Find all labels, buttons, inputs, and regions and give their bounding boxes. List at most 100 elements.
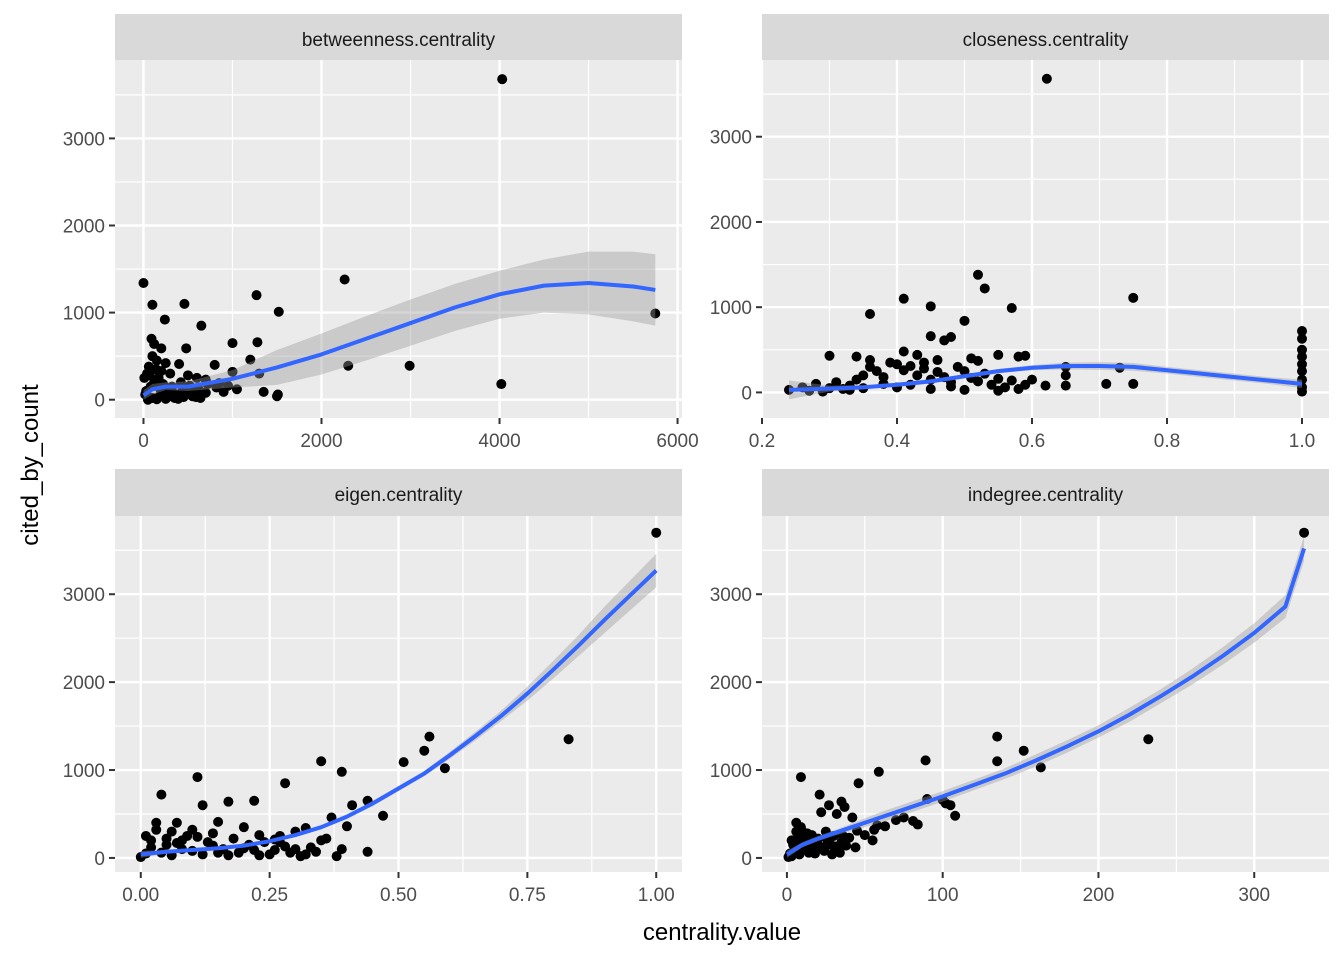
data-point bbox=[925, 301, 936, 312]
data-point bbox=[166, 826, 177, 837]
data-point bbox=[347, 800, 358, 811]
data-point bbox=[424, 731, 435, 742]
data-point bbox=[959, 384, 970, 395]
data-point bbox=[254, 830, 265, 841]
x-tick-label: 6000 bbox=[656, 431, 698, 452]
data-point bbox=[290, 844, 301, 855]
data-point bbox=[316, 756, 327, 767]
data-point bbox=[945, 800, 956, 811]
facet-strip-label: closeness.centrality bbox=[963, 30, 1129, 51]
data-point bbox=[950, 810, 961, 821]
data-point bbox=[159, 314, 170, 325]
data-point bbox=[316, 835, 327, 846]
facet-strip-label: indegree.centrality bbox=[968, 485, 1124, 506]
data-point bbox=[331, 851, 342, 862]
y-tick-label: 2000 bbox=[63, 673, 105, 694]
data-point bbox=[144, 370, 155, 381]
data-point bbox=[1297, 366, 1307, 377]
data-point bbox=[912, 370, 923, 381]
data-point bbox=[140, 830, 151, 841]
data-point bbox=[859, 830, 870, 841]
data-point bbox=[245, 354, 256, 365]
smooth-line bbox=[788, 364, 1303, 392]
data-point bbox=[1018, 745, 1029, 756]
data-point bbox=[311, 846, 322, 857]
panel-background bbox=[762, 516, 1329, 872]
x-tick-label: 0.4 bbox=[884, 431, 911, 452]
data-point bbox=[191, 372, 202, 383]
x-tick-label: 4000 bbox=[478, 431, 520, 452]
data-point bbox=[161, 833, 172, 844]
data-point bbox=[227, 366, 238, 377]
data-point bbox=[192, 772, 203, 783]
data-point bbox=[898, 293, 909, 304]
data-point bbox=[993, 385, 1004, 396]
data-point bbox=[1040, 380, 1051, 391]
data-point bbox=[341, 821, 352, 832]
data-point bbox=[993, 373, 1004, 384]
data-point bbox=[195, 392, 206, 403]
data-point bbox=[973, 355, 983, 366]
x-tick-label: 100 bbox=[927, 885, 959, 906]
data-point bbox=[831, 377, 842, 388]
data-point bbox=[892, 359, 902, 370]
plot-area bbox=[783, 527, 1310, 863]
data-point bbox=[890, 815, 901, 826]
data-point bbox=[343, 360, 354, 371]
data-point bbox=[378, 810, 389, 821]
plot-area bbox=[135, 527, 662, 863]
data-point bbox=[151, 355, 162, 366]
data-point bbox=[802, 828, 813, 839]
data-point bbox=[824, 350, 835, 361]
facet-strip bbox=[115, 469, 682, 516]
data-point bbox=[853, 778, 864, 789]
data-point bbox=[160, 358, 171, 369]
data-point bbox=[179, 298, 190, 309]
data-point bbox=[830, 841, 841, 852]
data-point bbox=[254, 850, 265, 861]
plot-area bbox=[784, 73, 1307, 400]
data-point bbox=[227, 338, 238, 349]
x-tick-label: 0 bbox=[782, 885, 793, 906]
plot-area bbox=[138, 74, 661, 405]
data-point bbox=[171, 817, 182, 828]
data-point bbox=[147, 299, 158, 310]
data-point bbox=[795, 772, 806, 783]
smooth-line bbox=[140, 569, 658, 857]
y-tick-label: 1000 bbox=[710, 761, 752, 782]
data-point bbox=[865, 355, 875, 366]
data-point bbox=[273, 306, 284, 317]
data-point bbox=[209, 359, 220, 370]
data-point bbox=[171, 837, 182, 848]
data-point bbox=[362, 846, 373, 857]
data-point bbox=[786, 835, 797, 846]
data-point bbox=[496, 379, 507, 390]
data-point bbox=[280, 778, 291, 789]
data-point bbox=[300, 849, 311, 860]
data-point bbox=[925, 331, 936, 342]
data-point bbox=[1128, 292, 1139, 303]
data-point bbox=[946, 332, 956, 343]
x-tick-label: 0.2 bbox=[749, 431, 775, 452]
data-point bbox=[223, 850, 234, 861]
data-point bbox=[823, 800, 834, 811]
data-point bbox=[993, 349, 1004, 360]
data-point bbox=[251, 290, 262, 301]
data-point bbox=[872, 820, 883, 831]
data-point bbox=[1299, 527, 1310, 538]
data-point bbox=[986, 379, 997, 390]
data-point bbox=[404, 360, 415, 371]
data-point bbox=[650, 308, 661, 319]
data-point bbox=[439, 763, 450, 774]
data-point bbox=[1060, 370, 1071, 381]
data-point bbox=[841, 840, 852, 851]
data-point bbox=[831, 808, 842, 819]
data-point bbox=[873, 766, 884, 777]
data-point bbox=[858, 370, 869, 381]
data-point bbox=[258, 386, 269, 397]
data-point bbox=[800, 845, 811, 856]
y-tick-label: 1000 bbox=[710, 298, 752, 319]
x-tick-label: 300 bbox=[1238, 885, 1270, 906]
x-tick-label: 1.00 bbox=[638, 885, 675, 906]
